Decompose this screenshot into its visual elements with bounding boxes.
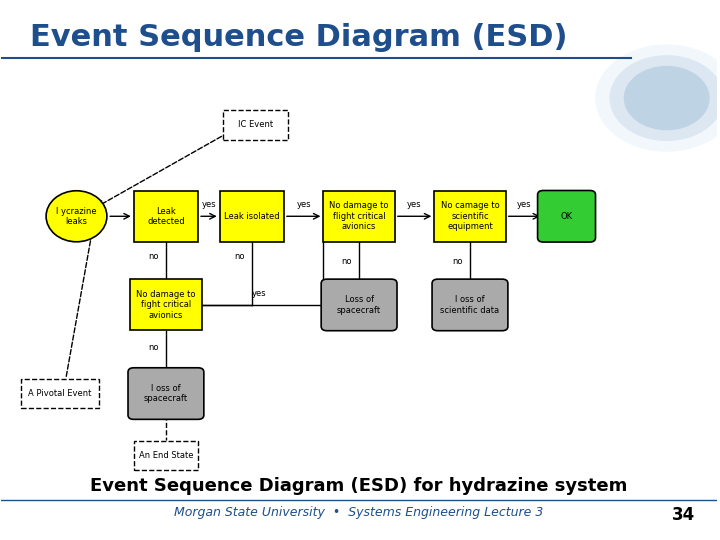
Text: yes: yes [297, 200, 311, 210]
Ellipse shape [46, 191, 107, 242]
Circle shape [595, 44, 720, 152]
FancyBboxPatch shape [323, 191, 395, 242]
FancyBboxPatch shape [538, 191, 595, 242]
FancyBboxPatch shape [130, 279, 202, 330]
Text: yes: yes [408, 200, 422, 210]
FancyBboxPatch shape [128, 368, 204, 420]
Text: no: no [235, 252, 245, 261]
Text: no: no [148, 343, 159, 353]
FancyBboxPatch shape [22, 379, 99, 408]
Text: A Pivotal Event: A Pivotal Event [28, 389, 91, 398]
Text: l ycrazine
leaks: l ycrazine leaks [56, 207, 96, 226]
Text: l oss of
spacecraft: l oss of spacecraft [144, 384, 188, 403]
Text: OK: OK [560, 212, 572, 221]
Text: Morgan State University  •  Systems Engineering Lecture 3: Morgan State University • Systems Engine… [174, 507, 544, 519]
Circle shape [624, 66, 710, 130]
FancyBboxPatch shape [223, 110, 287, 140]
Text: No damage to
flight critical
avionics: No damage to flight critical avionics [329, 201, 389, 231]
FancyBboxPatch shape [432, 279, 508, 330]
Text: l oss of
scientific data: l oss of scientific data [441, 295, 500, 315]
FancyBboxPatch shape [434, 191, 505, 242]
Text: no: no [342, 257, 352, 266]
Text: yes: yes [517, 200, 531, 210]
Text: no: no [148, 252, 158, 261]
FancyBboxPatch shape [220, 191, 284, 242]
FancyBboxPatch shape [321, 279, 397, 330]
Text: Leak isolated: Leak isolated [224, 212, 279, 221]
Text: Loss of
spacecraft: Loss of spacecraft [337, 295, 381, 315]
Text: 34: 34 [672, 507, 696, 524]
Text: no: no [453, 257, 463, 266]
FancyBboxPatch shape [134, 441, 198, 470]
Text: yes: yes [202, 200, 216, 210]
FancyBboxPatch shape [134, 191, 198, 242]
Text: An End State: An End State [139, 451, 193, 460]
Text: IC Event: IC Event [238, 120, 273, 130]
Text: Event Sequence Diagram (ESD): Event Sequence Diagram (ESD) [30, 23, 567, 52]
Text: Leak
detected: Leak detected [147, 207, 185, 226]
Text: No damage to
fight critical
avionics: No damage to fight critical avionics [136, 290, 196, 320]
Text: Event Sequence Diagram (ESD) for hydrazine system: Event Sequence Diagram (ESD) for hydrazi… [91, 477, 628, 495]
Circle shape [610, 55, 720, 141]
Text: yes: yes [251, 289, 266, 299]
Text: No camage to
scientific
equipment: No camage to scientific equipment [441, 201, 500, 231]
